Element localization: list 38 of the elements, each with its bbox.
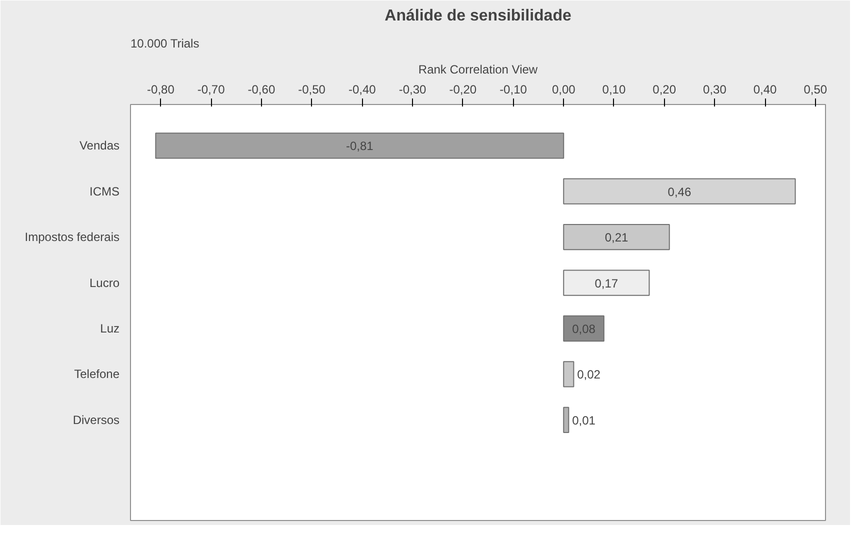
x-tick-label: -0,80 <box>147 82 175 96</box>
y-tick-label: Vendas <box>79 138 120 153</box>
bar <box>563 270 650 296</box>
data-label: 0,21 <box>604 230 628 245</box>
y-tick-label: Luz <box>100 322 120 336</box>
x-tick-label: -0,70 <box>197 82 226 96</box>
x-tick-label: 0,20 <box>652 82 676 96</box>
y-tick-label: ICMS <box>90 184 120 198</box>
data-label: 0,46 <box>668 184 692 199</box>
y-tick-label: Telefone <box>74 367 120 382</box>
bar <box>155 132 564 159</box>
y-tick-label: Diversos <box>72 412 120 427</box>
x-tick-label: -0,60 <box>248 82 276 96</box>
x-tick-label: 0,50 <box>804 82 828 96</box>
bar <box>563 406 570 433</box>
data-label: 0,17 <box>594 276 618 290</box>
chart-title: Análide de sensibilidade <box>384 8 572 24</box>
data-label: 0,08 <box>572 322 596 336</box>
data-label: 0,01 <box>572 413 596 428</box>
x-tick-label: 0,40 <box>753 82 778 96</box>
x-tick-label: -0,30 <box>398 82 427 96</box>
bar <box>563 361 574 388</box>
y-tick-label: Lucro <box>89 276 120 290</box>
x-tick-label: -0,10 <box>500 82 528 96</box>
x-tick-label: -0,40 <box>348 82 376 96</box>
bar <box>563 178 796 204</box>
x-tick-label: -0,20 <box>449 82 477 96</box>
x-tick-label: 0,00 <box>552 82 576 96</box>
text: Rank Correlation View <box>418 62 538 76</box>
x-tick-label: 0,30 <box>703 82 727 96</box>
bar <box>563 315 604 342</box>
x-tick-label: -0,50 <box>298 82 326 96</box>
y-tick-label: Impostos federais <box>24 230 120 244</box>
text: 10.000 Trials <box>130 36 200 50</box>
bar <box>563 224 670 250</box>
data-label: 0,02 <box>577 368 601 382</box>
x-tick-label: 0,10 <box>602 82 626 96</box>
data-label: -0,81 <box>346 139 374 154</box>
